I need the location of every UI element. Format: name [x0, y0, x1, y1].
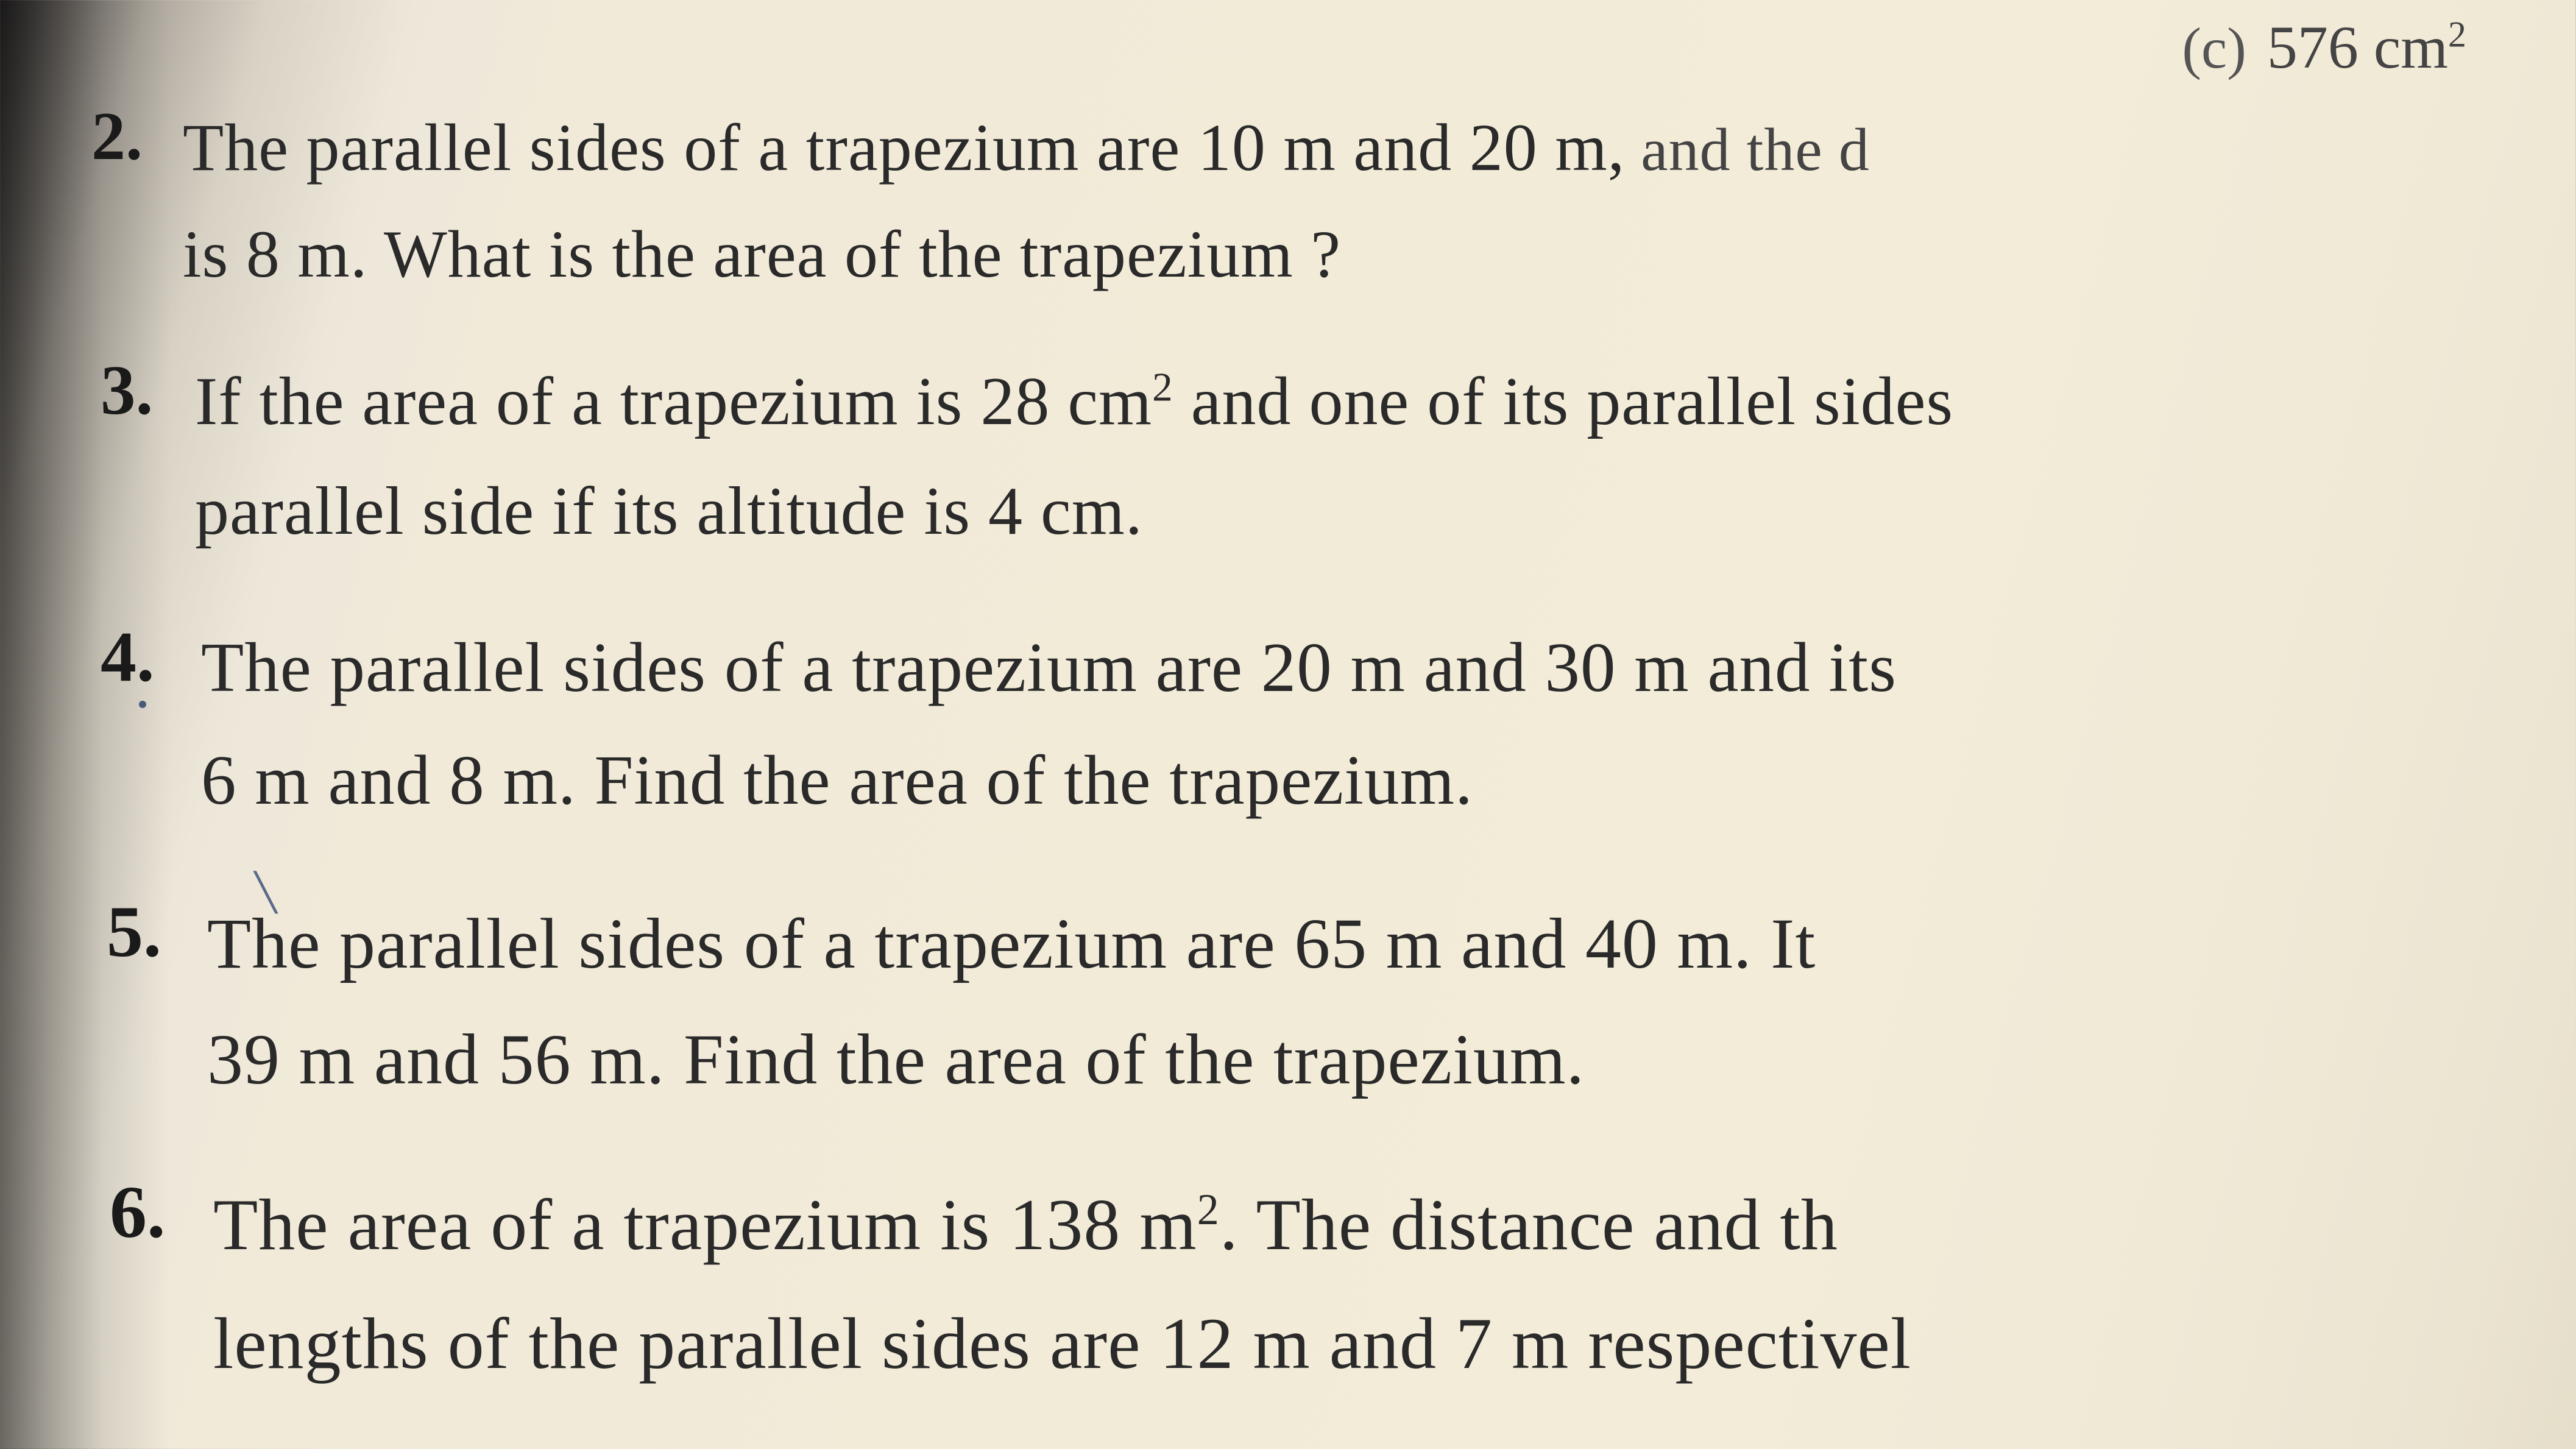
question-text-line: lengths of the parallel sides are 12 m a…: [213, 1289, 1911, 1398]
text-segment: is 8 m. What is the area of the trapeziu…: [183, 217, 1341, 291]
question-number: 5.: [107, 890, 161, 974]
question-text-line: If the area of a trapezium is 28 cm2 and…: [195, 350, 1953, 453]
question-text-line: is 8 m. What is the area of the trapeziu…: [183, 204, 1341, 305]
textbook-page: (c) 576 cm2 (d 2. The parallel sides of …: [0, 0, 2576, 1449]
option-c-value: 576 cm2: [2267, 13, 2466, 81]
question-text-line: 39 m and 56 m. Find the area of the trap…: [207, 1005, 1585, 1113]
text-segment: The parallel sides of a trapezium are 10…: [183, 110, 1625, 185]
question-number: 3.: [101, 350, 153, 431]
option-c-group: (c) 576 cm2: [2182, 12, 2466, 82]
question-text-line: parallel side if its altitude is 4 cm.: [195, 460, 1143, 562]
question-number: 6.: [110, 1170, 166, 1255]
question-number: 4.: [101, 615, 155, 698]
text-segment-faded: and the d: [1625, 116, 1870, 183]
option-c-label: (c): [2182, 16, 2246, 80]
question-text-line: The parallel sides of a trapezium are 65…: [207, 890, 1816, 997]
pen-mark-dot: [139, 701, 146, 708]
question-text-line: 6 m and 8 m. Find the area of the trapez…: [201, 728, 1473, 834]
question-text-line: The parallel sides of a trapezium are 10…: [183, 97, 1870, 198]
question-text-line: The area of a trapezium is 138 m2. The d…: [213, 1170, 1838, 1280]
question-number: 2.: [91, 97, 143, 176]
question-text-line: The parallel sides of a trapezium are 20…: [201, 615, 1897, 721]
